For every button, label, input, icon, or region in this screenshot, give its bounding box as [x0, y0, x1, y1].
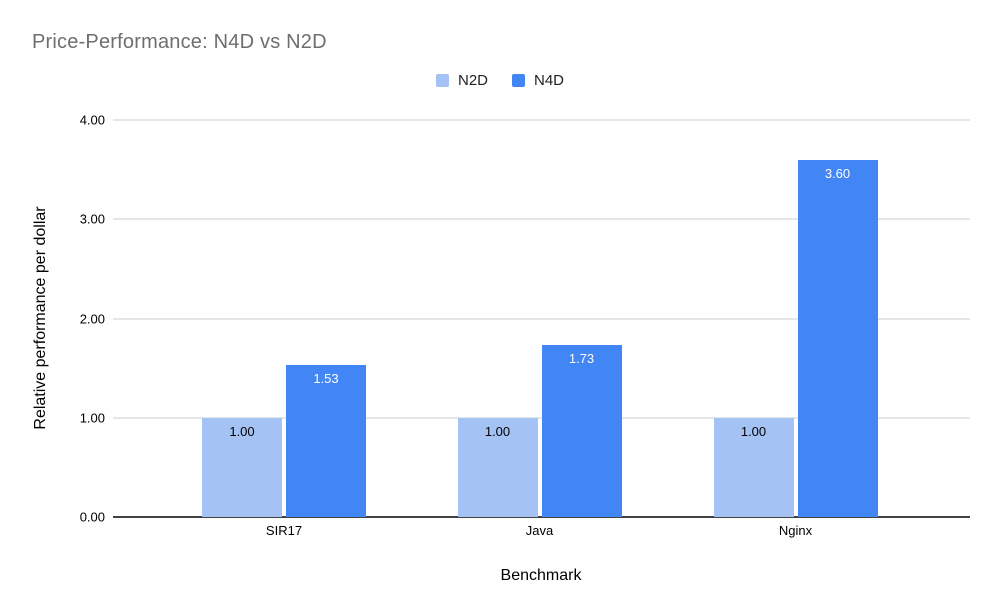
- bar-n2d-java: 1.00: [457, 417, 538, 517]
- bar-n4d-nginx: 3.60: [797, 159, 878, 517]
- category-label-sir17: SIR17: [265, 523, 303, 538]
- bar-n4d-java: 1.73: [541, 345, 622, 517]
- x-axis-title: Benchmark: [500, 567, 582, 584]
- legend-label-n2d: N2D: [457, 72, 488, 89]
- y-tick-label-2.00: 2.00: [79, 311, 105, 326]
- legend-item-n2d: N2D: [435, 72, 488, 89]
- bar-n2d-sir17: 1.00: [202, 417, 282, 517]
- y-tick-label-0.00: 0.00: [79, 509, 105, 525]
- bar-value-label: 3.60: [824, 165, 851, 181]
- category-label-java: Java: [525, 523, 554, 538]
- bar-value-label: 1.00: [484, 423, 511, 439]
- bar-group-nginx: 1.00 3.60: [713, 120, 878, 517]
- category-label-nginx: Nginx: [778, 523, 813, 538]
- gridline-4.00: [113, 119, 970, 121]
- plot-area: 1.00 1.53 1.00 1.73 1.00 3.60: [113, 119, 970, 518]
- legend-item-n4d: N4D: [512, 72, 564, 89]
- bar-value-label: 1.00: [229, 423, 255, 439]
- gridline-3.00: [113, 218, 970, 221]
- category-labels: SIR17 Java Nginx: [113, 523, 970, 541]
- chart-title: Price-Performance: N4D vs N2D: [32, 31, 327, 53]
- legend: N2D N4D: [0, 72, 1000, 89]
- y-tick-label-3.00: 3.00: [79, 211, 105, 227]
- x-axis-baseline: [113, 516, 970, 518]
- bar-value-label: 1.00: [740, 423, 767, 439]
- legend-swatch-n4d: [512, 74, 525, 87]
- legend-label-n4d: N4D: [534, 72, 565, 89]
- legend-swatch-n2d: [435, 74, 449, 87]
- bar-group-java: 1.00 1.73: [457, 120, 622, 517]
- bar-value-label: 1.73: [568, 351, 595, 367]
- y-axis-tick-labels: 0.00 1.00 2.00 3.00 4.00: [0, 113, 105, 525]
- gridline-2.00: [113, 317, 970, 320]
- y-tick-label-4.00: 4.00: [79, 112, 105, 128]
- bar-n2d-nginx: 1.00: [713, 417, 794, 517]
- y-tick-label-1.00: 1.00: [79, 410, 105, 426]
- bar-value-label: 1.53: [313, 371, 339, 387]
- bar-group-sir17: 1.00 1.53: [202, 120, 366, 517]
- bar-n4d-sir17: 1.53: [286, 365, 366, 517]
